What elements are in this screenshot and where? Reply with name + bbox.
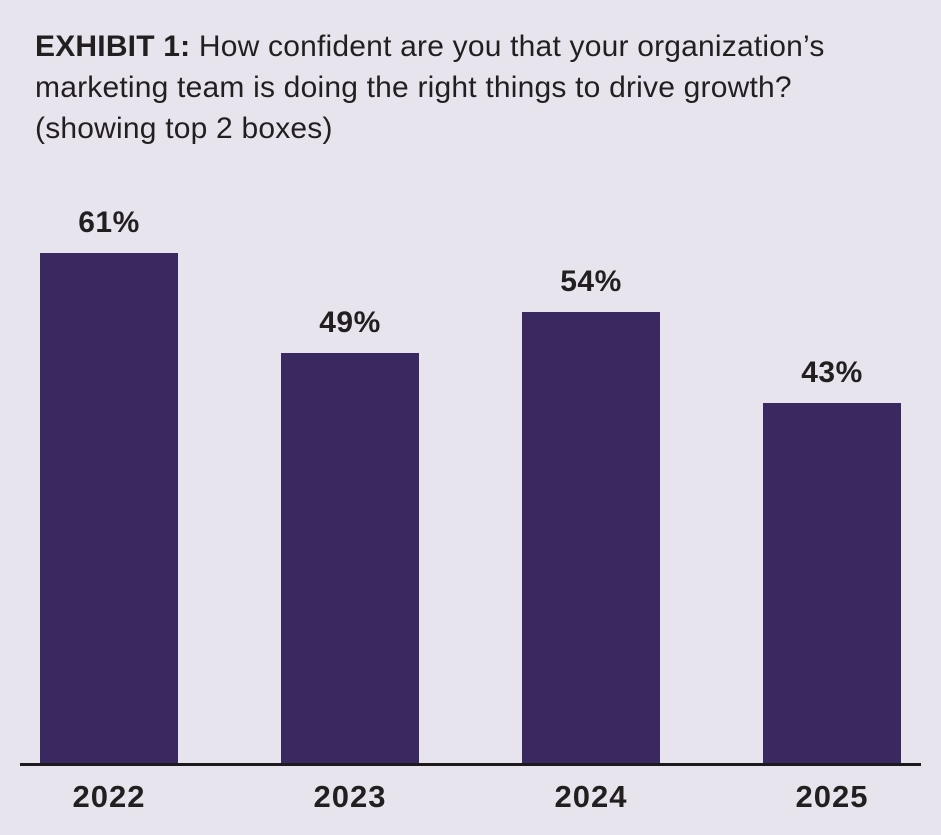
bar-2023 <box>281 353 419 763</box>
bar-2024 <box>522 312 660 763</box>
bar-value-label: 54% <box>560 265 622 298</box>
x-axis-label-2022: 2022 <box>72 779 146 814</box>
bar-value-label: 49% <box>319 306 381 339</box>
bar-column-2023: 49% <box>281 306 419 763</box>
x-axis-labels: 2022 2023 2024 2025 <box>20 779 921 815</box>
x-axis-label-2023: 2023 <box>313 779 387 814</box>
bar-column-2025: 43% <box>763 356 901 763</box>
bar-2025 <box>763 403 901 763</box>
chart-title: EXHIBIT 1: How confident are you that yo… <box>0 0 941 149</box>
x-axis-label-2024: 2024 <box>554 779 628 814</box>
bar-chart: 61% 49% 54% 43% 2022 2023 2024 2025 <box>20 200 921 815</box>
chart-title-text: How confident are you that your organiza… <box>35 30 825 145</box>
bar-2022 <box>40 253 178 763</box>
bar-column-2022: 61% <box>40 206 178 763</box>
x-axis-label-2025: 2025 <box>795 779 869 814</box>
bars-area: 61% 49% 54% 43% <box>20 200 921 766</box>
chart-title-prefix: EXHIBIT 1: <box>35 30 191 63</box>
bar-column-2024: 54% <box>522 265 660 763</box>
bar-value-label: 43% <box>801 356 863 389</box>
bar-value-label: 61% <box>78 206 140 239</box>
